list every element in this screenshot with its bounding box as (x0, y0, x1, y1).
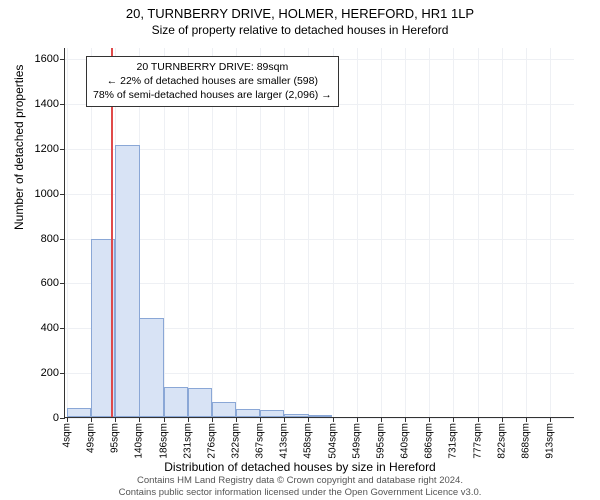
histogram-bar (308, 415, 332, 417)
histogram-bar (212, 402, 236, 417)
xtick-label: 868sqm (521, 423, 532, 459)
xtick-mark (405, 417, 406, 422)
xtick-mark (357, 417, 358, 422)
xtick-mark (139, 417, 140, 422)
annotation-box: 20 TURNBERRY DRIVE: 89sqm ← 22% of detac… (86, 56, 339, 107)
chart-title-sub: Size of property relative to detached ho… (0, 23, 600, 37)
histogram-bar (260, 410, 284, 417)
xtick-label: 913sqm (545, 423, 556, 459)
xtick-mark (212, 417, 213, 422)
gridline-v (478, 48, 479, 417)
annotation-line3: 78% of semi-detached houses are larger (… (93, 88, 332, 102)
xtick-label: 549sqm (351, 423, 362, 459)
gridline-v (357, 48, 358, 417)
xtick-mark (526, 417, 527, 422)
xtick-label: 595sqm (376, 423, 387, 459)
xtick-label: 822sqm (496, 423, 507, 459)
xtick-mark (164, 417, 165, 422)
gridline-h (65, 418, 574, 419)
histogram-bar (67, 408, 91, 417)
gridline-h (65, 283, 574, 284)
y-axis-label: Number of detached properties (12, 65, 26, 230)
ytick-mark (60, 104, 65, 105)
gridline-v (429, 48, 430, 417)
chart-title-main: 20, TURNBERRY DRIVE, HOLMER, HEREFORD, H… (0, 6, 600, 21)
xtick-mark (284, 417, 285, 422)
xtick-label: 731sqm (448, 423, 459, 459)
xtick-mark (67, 417, 68, 422)
xtick-label: 95sqm (110, 423, 121, 453)
xtick-mark (236, 417, 237, 422)
credit-line2: Contains public sector information licen… (0, 487, 600, 498)
xtick-label: 640sqm (400, 423, 411, 459)
xtick-label: 686sqm (424, 423, 435, 459)
credit-text: Contains HM Land Registry data © Crown c… (0, 475, 600, 498)
gridline-h (65, 194, 574, 195)
ytick-label: 800 (41, 233, 59, 245)
xtick-mark (429, 417, 430, 422)
histogram-bar (188, 388, 212, 417)
ytick-label: 1400 (35, 98, 59, 110)
histogram-bar (164, 387, 188, 417)
ytick-mark (60, 283, 65, 284)
x-axis-label: Distribution of detached houses by size … (0, 460, 600, 474)
xtick-label: 186sqm (158, 423, 169, 459)
xtick-mark (188, 417, 189, 422)
xtick-label: 4sqm (62, 423, 73, 447)
xtick-label: 322sqm (231, 423, 242, 459)
ytick-mark (60, 59, 65, 60)
xtick-mark (381, 417, 382, 422)
xtick-mark (91, 417, 92, 422)
xtick-label: 777sqm (472, 423, 483, 459)
chart-plot-area: 020040060080010001200140016004sqm49sqm95… (64, 48, 574, 418)
gridline-v (67, 48, 68, 417)
xtick-mark (550, 417, 551, 422)
histogram-bar (284, 414, 308, 417)
gridline-v (502, 48, 503, 417)
ytick-mark (60, 239, 65, 240)
gridline-v (405, 48, 406, 417)
ytick-label: 600 (41, 277, 59, 289)
gridline-v (453, 48, 454, 417)
ytick-label: 1600 (35, 53, 59, 65)
annotation-line2: ← 22% of detached houses are smaller (59… (93, 74, 332, 88)
ytick-mark (60, 373, 65, 374)
xtick-mark (502, 417, 503, 422)
xtick-label: 458sqm (303, 423, 314, 459)
xtick-mark (333, 417, 334, 422)
ytick-label: 200 (41, 367, 59, 379)
histogram-bar (236, 409, 260, 417)
histogram-bar (139, 318, 163, 417)
xtick-mark (115, 417, 116, 422)
xtick-mark (260, 417, 261, 422)
xtick-label: 367sqm (254, 423, 265, 459)
ytick-label: 400 (41, 322, 59, 334)
xtick-label: 504sqm (327, 423, 338, 459)
gridline-v (381, 48, 382, 417)
xtick-label: 413sqm (279, 423, 290, 459)
ytick-mark (60, 418, 65, 419)
xtick-mark (308, 417, 309, 422)
xtick-mark (478, 417, 479, 422)
xtick-label: 49sqm (86, 423, 97, 453)
ytick-label: 1000 (35, 188, 59, 200)
xtick-label: 140sqm (134, 423, 145, 459)
ytick-mark (60, 194, 65, 195)
gridline-h (65, 239, 574, 240)
histogram-bar (115, 145, 139, 417)
xtick-mark (453, 417, 454, 422)
credit-line1: Contains HM Land Registry data © Crown c… (0, 475, 600, 486)
gridline-h (65, 149, 574, 150)
annotation-line1: 20 TURNBERRY DRIVE: 89sqm (93, 60, 332, 74)
ytick-mark (60, 149, 65, 150)
gridline-v (550, 48, 551, 417)
gridline-v (526, 48, 527, 417)
xtick-label: 276sqm (206, 423, 217, 459)
ytick-label: 0 (53, 412, 59, 424)
ytick-mark (60, 328, 65, 329)
xtick-label: 231sqm (182, 423, 193, 459)
ytick-label: 1200 (35, 143, 59, 155)
